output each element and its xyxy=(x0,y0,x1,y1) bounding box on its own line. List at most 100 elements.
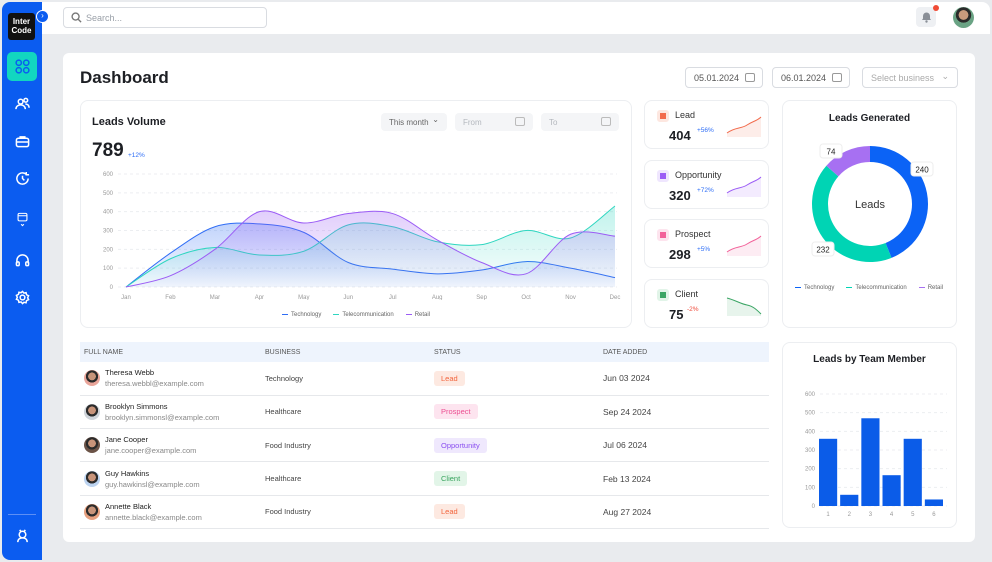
robot-icon xyxy=(16,529,28,543)
nav-projects[interactable] xyxy=(7,127,37,156)
bar-member-4[interactable] xyxy=(882,475,901,506)
notification-dot xyxy=(933,5,939,11)
table-row[interactable]: Jane Cooper jane.cooper@example.com Food I… xyxy=(80,428,769,463)
avatar xyxy=(84,370,100,387)
nav-history[interactable] xyxy=(7,164,37,193)
leads-by-team-title: Leads by Team Member xyxy=(813,354,926,365)
status-cell: Lead xyxy=(430,495,599,529)
leads-generated-legend: Technology Telecommunication Retail xyxy=(795,285,943,291)
client-icon xyxy=(657,289,669,301)
nav-dashboard[interactable] xyxy=(7,52,37,81)
business-select[interactable]: Select business ⌄ xyxy=(862,67,958,88)
bar-member-3[interactable] xyxy=(861,418,880,506)
data-label-bg xyxy=(819,143,843,159)
table-row[interactable]: Guy Hawkins guy.hawkinsl@example.com Healt… xyxy=(80,461,769,496)
business-cell: Healthcare xyxy=(261,395,430,430)
legend-item: Retail xyxy=(918,285,943,291)
to-placeholder: To xyxy=(549,118,558,127)
donut-slice-retail[interactable] xyxy=(826,146,870,177)
status-cell: Client xyxy=(430,461,599,496)
donut-slice-telecommunication[interactable] xyxy=(812,165,892,262)
logo[interactable]: Inter Code xyxy=(8,13,35,40)
kpi-label: Lead xyxy=(675,110,696,120)
table-row[interactable]: Brooklyn Simmons brooklyn.simmonsl@exampl… xyxy=(80,395,769,430)
notifications-button[interactable] xyxy=(916,5,939,27)
x-tick-label: Apr xyxy=(255,295,264,300)
bar-member-6[interactable] xyxy=(924,499,943,506)
nav-support[interactable] xyxy=(7,246,37,275)
to-input[interactable]: To xyxy=(541,113,619,131)
date-to-input[interactable]: 06.01.2024 xyxy=(772,67,850,88)
leads-volume-title: Leads Volume xyxy=(92,116,166,128)
user-avatar[interactable] xyxy=(953,7,974,28)
name-cell: Jane Cooper jane.cooper@example.com xyxy=(80,428,261,463)
collapse-sidebar-button[interactable]: › xyxy=(36,10,49,23)
table-row[interactable]: Theresa Webb theresa.webbl@example.com Tec… xyxy=(80,362,769,396)
kpi-card-prospect[interactable]: Prospect 298 +5% xyxy=(644,219,769,268)
legend-item: Technology xyxy=(282,312,321,318)
leads-by-team-chart: 0 100 200 300 400 500 600 1 2 3 4 5 6 xyxy=(805,392,947,518)
person-email: brooklyn.simmonsl@example.com xyxy=(105,412,220,422)
kpi-card-opportunity[interactable]: Opportunity 320 +72% xyxy=(644,160,769,209)
from-placeholder: From xyxy=(463,118,482,127)
name-cell: Theresa Webb theresa.webbl@example.com xyxy=(80,362,261,396)
calendar-icon xyxy=(515,117,525,126)
person-name: Guy Hawkins xyxy=(105,468,150,478)
x-tick-label: 5 xyxy=(911,512,915,518)
legend-item: Technology xyxy=(795,285,834,291)
x-tick-label: 2 xyxy=(848,512,852,518)
date-from-input[interactable]: 05.01.2024 xyxy=(685,67,763,88)
y-tick-label: 0 xyxy=(110,285,114,291)
kpi-value: 320 xyxy=(669,188,691,203)
column-header: STATUS xyxy=(430,342,599,362)
person-name: Theresa Webb xyxy=(105,368,155,378)
search-input[interactable]: Search... xyxy=(63,7,267,28)
column-header: FULL NAME xyxy=(80,342,261,362)
calendar-icon xyxy=(601,117,611,126)
business-placeholder: Select business xyxy=(871,73,935,83)
column-header: DATE ADDED xyxy=(599,342,769,362)
donut-data-label: 240 xyxy=(915,166,929,175)
nav-profile[interactable] xyxy=(7,521,37,550)
person-email: jane.cooper@example.com xyxy=(105,446,197,456)
x-tick-label: May xyxy=(298,295,309,300)
kpi-value: 75 xyxy=(669,307,684,322)
table-row[interactable]: Annette Black annette.black@example.com Fo… xyxy=(80,495,769,529)
person-name: Jane Cooper xyxy=(105,435,148,445)
status-badge: Opportunity xyxy=(434,437,487,453)
from-input[interactable]: From xyxy=(455,113,533,131)
nav-wallet[interactable] xyxy=(7,202,37,236)
date-cell: Feb 13 2024 xyxy=(599,461,769,496)
prospect-icon xyxy=(657,229,669,241)
business-cell: Food Industry xyxy=(261,495,430,529)
bar-member-5[interactable] xyxy=(903,438,922,506)
briefcase-icon xyxy=(15,136,29,148)
date-cell: Jul 06 2024 xyxy=(599,428,769,463)
bar-member-2[interactable] xyxy=(840,494,859,506)
sidebar: Inter Code xyxy=(2,2,42,560)
nav-settings[interactable] xyxy=(7,283,37,312)
wallet-icon xyxy=(17,212,27,226)
kpi-value: 298 xyxy=(669,247,691,262)
kpi-card-client[interactable]: Client 75 -2% xyxy=(644,279,769,328)
avatar xyxy=(84,503,100,520)
status-badge: Lead xyxy=(434,504,465,520)
x-tick-label: 1 xyxy=(826,512,830,518)
y-tick-label: 0 xyxy=(812,504,816,510)
avatar xyxy=(84,403,100,420)
bar-member-1[interactable] xyxy=(819,438,838,506)
area-retail xyxy=(126,210,615,287)
page-title: Dashboard xyxy=(80,68,169,87)
x-tick-label: 6 xyxy=(932,512,936,518)
y-tick-label: 500 xyxy=(103,191,114,197)
kpi-card-lead[interactable]: Lead 404 +56% xyxy=(644,100,769,149)
person-email: guy.hawkinsl@example.com xyxy=(105,479,200,489)
business-cell: Healthcare xyxy=(261,461,430,496)
grid-icon xyxy=(14,59,30,74)
x-tick-label: Jun xyxy=(343,295,353,300)
period-select[interactable]: This month ⌄ xyxy=(381,113,447,131)
topbar: Search... xyxy=(42,2,990,34)
donut-data-label: 74 xyxy=(827,148,836,157)
legend-item: Retail xyxy=(405,312,430,318)
nav-team[interactable] xyxy=(7,89,37,118)
